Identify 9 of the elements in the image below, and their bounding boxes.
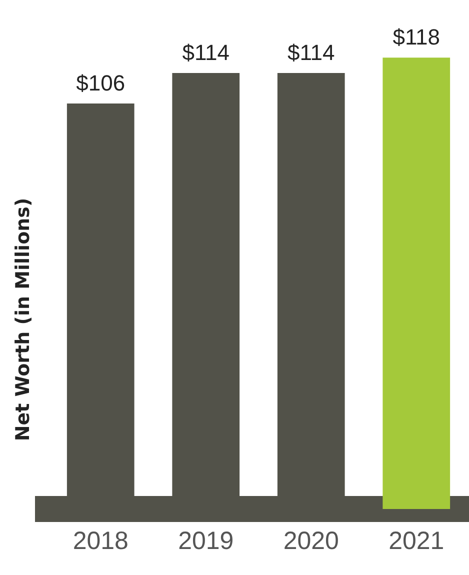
- y-axis-title: Net Worth (in Millions): [12, 198, 34, 442]
- x-tick-label: 2019: [178, 526, 234, 555]
- x-tick-label: 2018: [72, 526, 128, 555]
- x-tick-label: 2020: [283, 526, 339, 555]
- data-label: $118: [392, 24, 440, 50]
- data-label: $114: [287, 40, 335, 66]
- data-label: $106: [76, 70, 126, 96]
- x-tick-label: 2021: [388, 526, 444, 555]
- data-label: $114: [182, 40, 230, 66]
